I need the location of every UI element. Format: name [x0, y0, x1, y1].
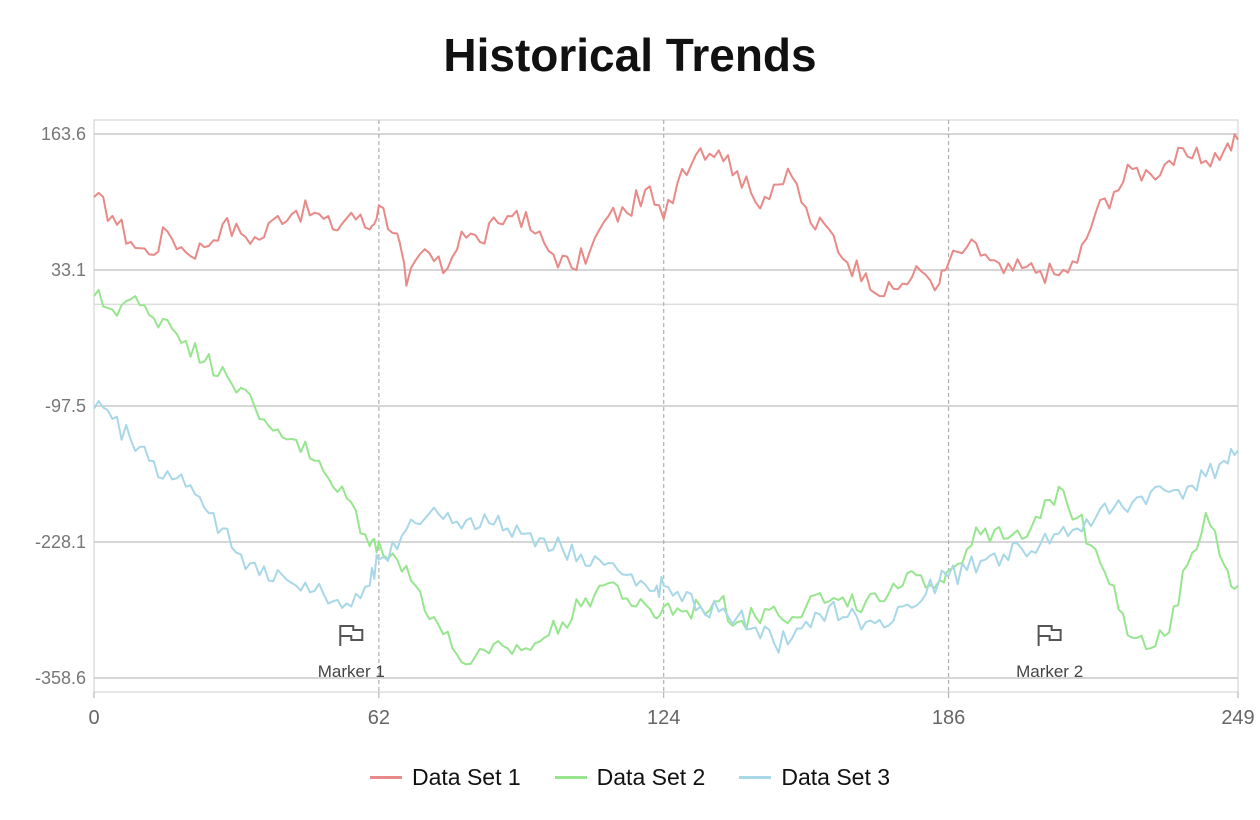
annotations: Marker 1 Marker 2 — [318, 625, 1083, 681]
series-lines — [93, 133, 1239, 666]
x-tick-label: 249 — [1221, 707, 1254, 729]
y-tick-label: -358.6 — [35, 668, 86, 688]
y-tick-label: 163.6 — [41, 124, 86, 144]
legend-item-data-set-2[interactable]: Data Set 2 — [554, 764, 706, 791]
legend-item-data-set-1[interactable]: Data Set 1 — [369, 764, 521, 791]
legend: Data Set 1 Data Set 2 Data Set 3 — [0, 764, 1260, 791]
flag-icon — [1037, 625, 1062, 646]
x-tick-label: 124 — [647, 707, 680, 729]
chart-title: Historical Trends — [443, 29, 817, 81]
legend-swatch-2 — [554, 776, 587, 779]
legend-label-3: Data Set 3 — [781, 764, 891, 790]
annotation-label: Marker 2 — [1016, 662, 1083, 681]
flag-icon — [339, 625, 364, 646]
legend-swatch-1 — [369, 776, 402, 779]
legend-label-2: Data Set 2 — [596, 764, 706, 790]
annotation-1: Marker 1 — [318, 625, 385, 681]
legend-label-1: Data Set 1 — [411, 764, 521, 790]
series-line-3 — [93, 400, 1239, 654]
x-tick-label: 186 — [932, 707, 965, 729]
x-tick-label: 0 — [88, 707, 99, 729]
annotation-2: Marker 2 — [1016, 625, 1083, 681]
legend-swatch-3 — [739, 776, 772, 779]
axes: 163.6 33.1 -97.5 -228.1 -358.60 62 124 186 249 — [35, 124, 1255, 729]
series-line-1 — [93, 133, 1239, 298]
annotation-label: Marker 1 — [318, 662, 385, 681]
legend-item-data-set-3[interactable]: Data Set 3 — [739, 764, 890, 791]
y-tick-label: -228.1 — [35, 532, 86, 552]
series-line-2 — [93, 288, 1239, 666]
y-tick-label: 33.1 — [51, 260, 86, 280]
y-tick-label: -97.5 — [45, 396, 86, 416]
x-tick-label: 62 — [368, 707, 390, 729]
